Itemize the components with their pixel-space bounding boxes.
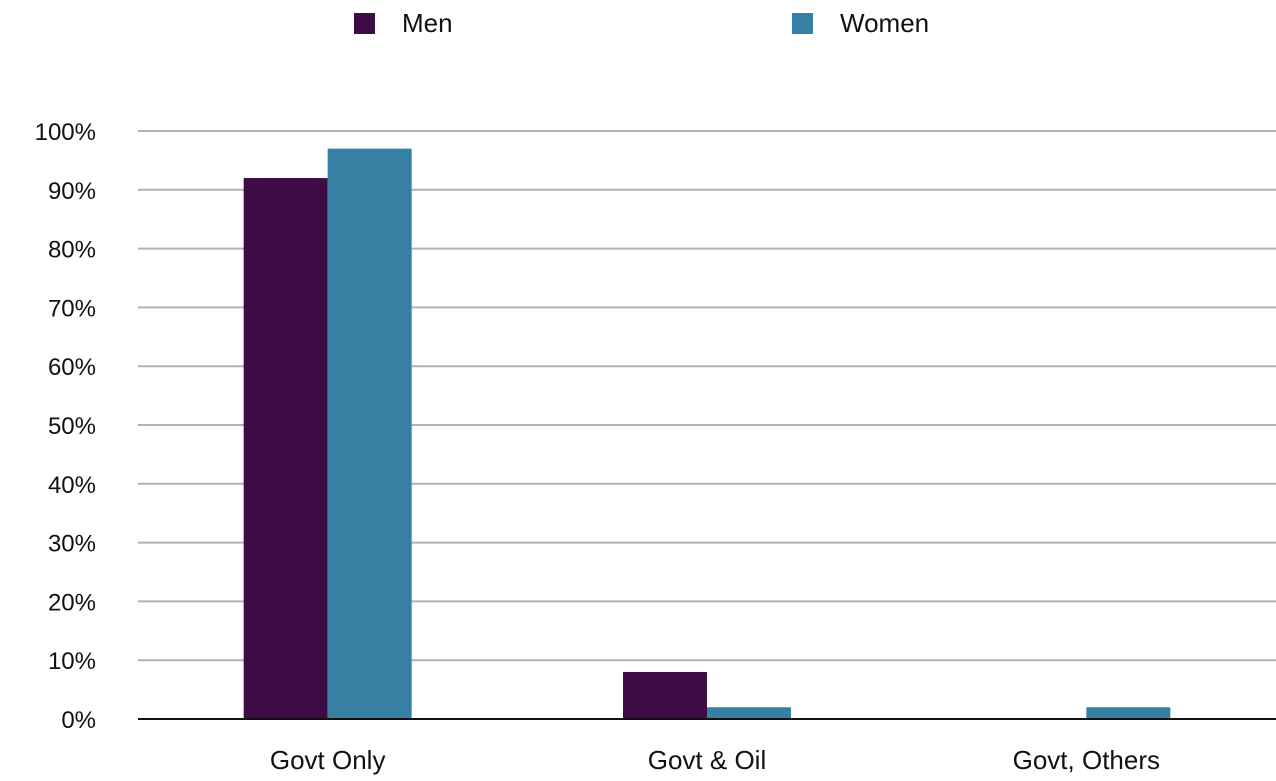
bar-men-1 bbox=[623, 671, 707, 719]
y-tick-label: 60% bbox=[48, 354, 96, 381]
legend-swatch-women bbox=[792, 13, 813, 34]
legend-label-men: Men bbox=[402, 8, 453, 38]
bar-women-1 bbox=[707, 707, 791, 719]
y-tick-label: 100% bbox=[35, 119, 96, 146]
y-tick-label: 30% bbox=[48, 531, 96, 558]
y-tick-label: 20% bbox=[48, 589, 96, 616]
legend-swatch-men bbox=[354, 13, 375, 34]
bars bbox=[243, 148, 1171, 720]
y-tick-label: 0% bbox=[61, 707, 96, 734]
x-axis-category-labels: Govt Only Govt & Oil Govt, Others bbox=[270, 745, 1160, 775]
y-tick-label: 90% bbox=[48, 178, 96, 205]
y-axis-tick-labels: 0% 10% 20% 30% 40% 50% 60% 70% 80% 90% 100% bbox=[35, 119, 96, 734]
bar-women-0 bbox=[327, 148, 412, 719]
y-tick-label: 40% bbox=[48, 472, 96, 499]
x-category-label: Govt Only bbox=[270, 745, 386, 775]
legend-label-women: Women bbox=[840, 8, 929, 38]
bar-women-2 bbox=[1086, 707, 1171, 719]
bar-men-0 bbox=[243, 178, 328, 720]
x-category-label: Govt & Oil bbox=[648, 745, 766, 775]
y-tick-label: 10% bbox=[48, 648, 96, 675]
y-tick-label: 50% bbox=[48, 413, 96, 440]
y-tick-label: 80% bbox=[48, 237, 96, 264]
y-tick-label: 70% bbox=[48, 295, 96, 322]
x-category-label: Govt, Others bbox=[1013, 745, 1160, 775]
legend: Men Women bbox=[354, 8, 929, 38]
